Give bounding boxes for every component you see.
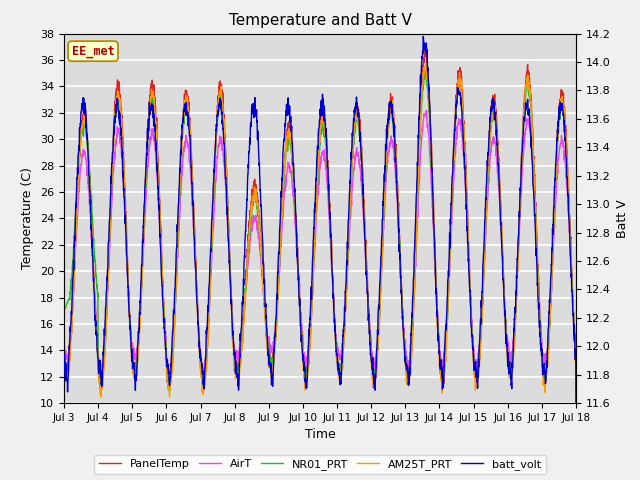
- AirT: [468, 336, 476, 341]
- batt_volt: [419, 34, 427, 39]
- AirT: [335, 345, 342, 350]
- AM25T_PRT: [422, 61, 429, 67]
- AM25T_PRT: [541, 383, 549, 389]
- batt_volt: [527, 144, 535, 149]
- Line: AirT: AirT: [64, 110, 576, 403]
- AM25T_PRT: [335, 364, 342, 370]
- AirT: [346, 231, 353, 237]
- NR01_PRT: [60, 308, 68, 314]
- X-axis label: Time: Time: [305, 429, 335, 442]
- AM25T_PRT: [203, 362, 211, 368]
- Line: NR01_PRT: NR01_PRT: [64, 69, 576, 403]
- AirT: [527, 137, 535, 143]
- PanelTemp: [572, 400, 580, 406]
- batt_volt: [346, 188, 353, 194]
- Text: EE_met: EE_met: [72, 45, 115, 58]
- AirT: [203, 345, 211, 351]
- AM25T_PRT: [572, 400, 580, 406]
- batt_volt: [572, 400, 580, 406]
- NR01_PRT: [572, 400, 580, 406]
- AirT: [423, 108, 431, 113]
- PanelTemp: [527, 97, 535, 103]
- Y-axis label: Batt V: Batt V: [616, 199, 629, 238]
- Line: AM25T_PRT: AM25T_PRT: [64, 64, 576, 403]
- NR01_PRT: [421, 66, 429, 72]
- AirT: [60, 340, 68, 346]
- batt_volt: [203, 325, 211, 331]
- NR01_PRT: [468, 344, 476, 350]
- PanelTemp: [423, 46, 431, 51]
- Line: PanelTemp: PanelTemp: [64, 48, 576, 403]
- batt_volt: [541, 373, 549, 379]
- AirT: [541, 359, 549, 365]
- PanelTemp: [346, 212, 353, 217]
- PanelTemp: [468, 333, 476, 339]
- Y-axis label: Temperature (C): Temperature (C): [22, 168, 35, 269]
- NR01_PRT: [335, 364, 342, 370]
- Legend: PanelTemp, AirT, NR01_PRT, AM25T_PRT, batt_volt: PanelTemp, AirT, NR01_PRT, AM25T_PRT, ba…: [94, 455, 546, 474]
- AM25T_PRT: [527, 99, 535, 105]
- AM25T_PRT: [468, 347, 476, 353]
- AM25T_PRT: [346, 221, 353, 227]
- batt_volt: [60, 353, 68, 359]
- NR01_PRT: [541, 376, 549, 382]
- batt_volt: [335, 360, 342, 365]
- PanelTemp: [60, 351, 68, 357]
- PanelTemp: [203, 355, 211, 360]
- PanelTemp: [541, 372, 549, 377]
- PanelTemp: [335, 360, 342, 365]
- AM25T_PRT: [60, 360, 68, 366]
- Line: batt_volt: batt_volt: [64, 36, 576, 403]
- NR01_PRT: [346, 221, 353, 227]
- batt_volt: [468, 346, 476, 352]
- AirT: [572, 400, 580, 406]
- NR01_PRT: [527, 108, 535, 114]
- NR01_PRT: [203, 351, 211, 357]
- Title: Temperature and Batt V: Temperature and Batt V: [228, 13, 412, 28]
